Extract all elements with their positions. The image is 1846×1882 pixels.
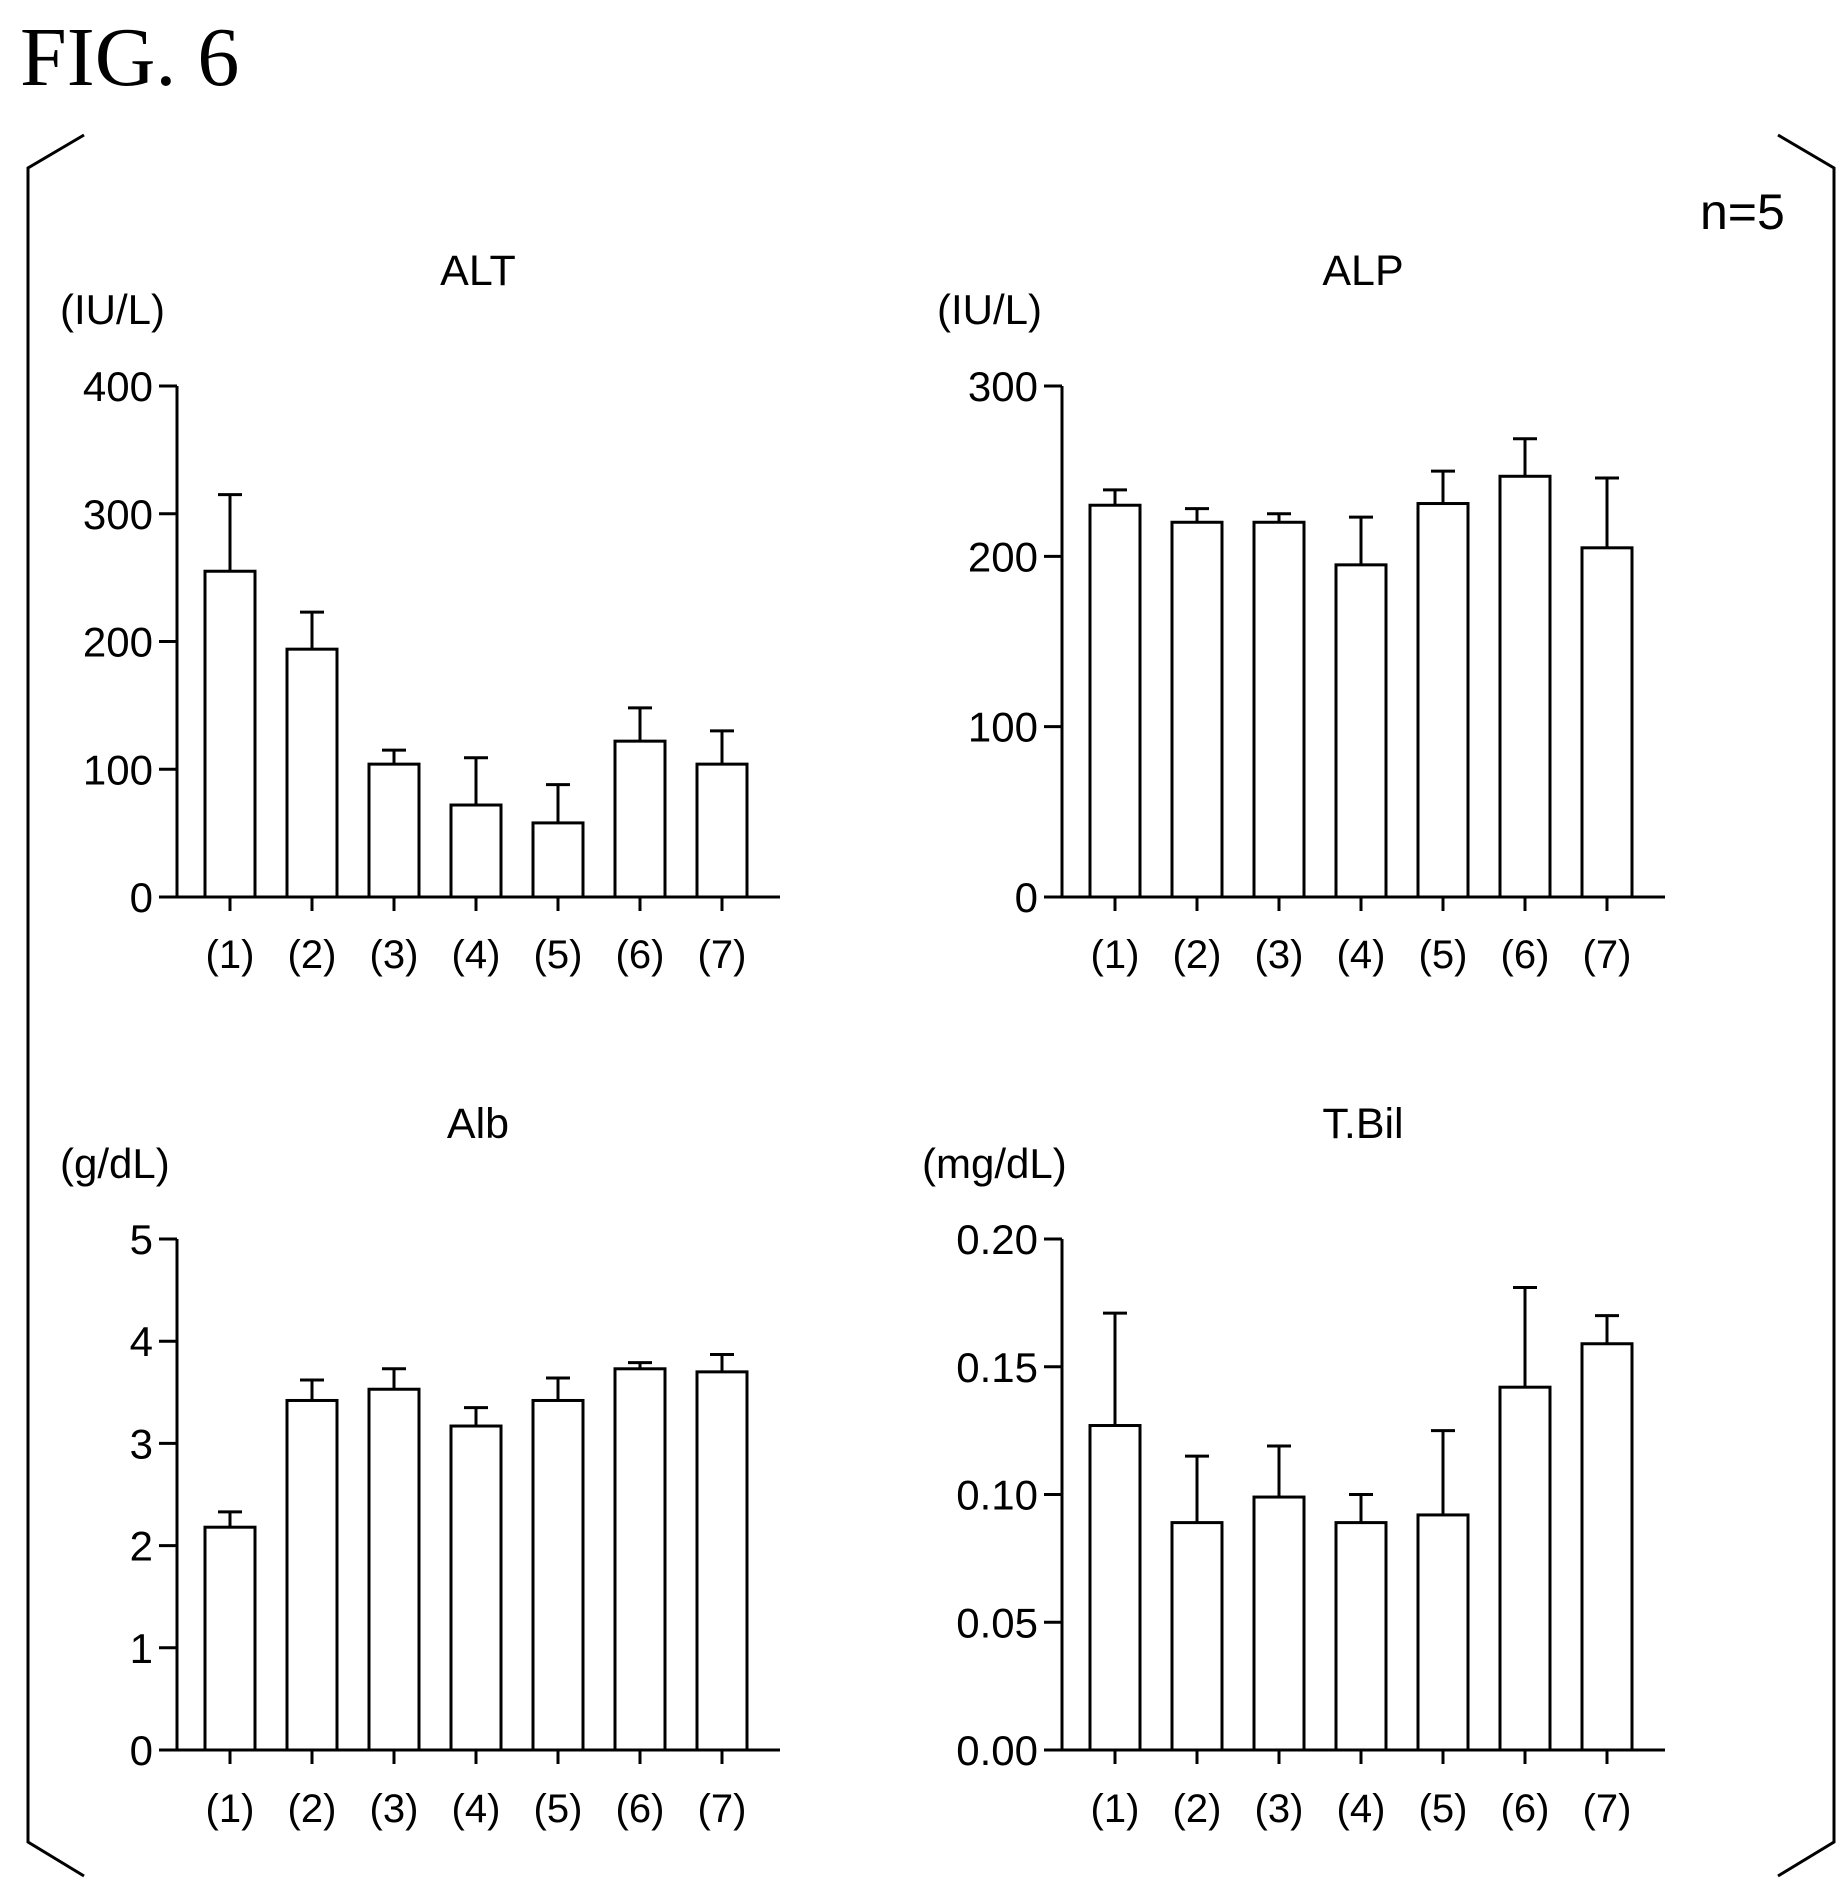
tbil-x-tick-label: (4) — [1337, 1787, 1386, 1831]
alb-x-tick-label: (4) — [452, 1787, 501, 1831]
tbil-y-tick-label: 0.20 — [956, 1216, 1038, 1263]
alb-bar — [695, 1370, 749, 1752]
alt-bar — [695, 762, 749, 899]
alb-bar — [367, 1387, 421, 1752]
tbil-bar — [1498, 1385, 1552, 1752]
alp-bar — [1170, 520, 1224, 899]
alb-bar — [203, 1525, 257, 1752]
alp-x-tick-label: (2) — [1173, 933, 1222, 977]
alp-y-axis-label: (IU/L) — [937, 286, 1042, 333]
alp-x-tick-label: (6) — [1501, 933, 1550, 977]
alb-y-tick-label: 3 — [130, 1420, 153, 1467]
tbil-y-tick-label: 0.05 — [956, 1599, 1038, 1646]
alp-bar — [1334, 563, 1388, 899]
alt-bar — [613, 739, 667, 899]
alt-y-tick-label: 200 — [83, 619, 153, 666]
alp-y-tick-label: 200 — [968, 533, 1038, 580]
alt-chart: ALT (IU/L) 0 100 200 300 400 (1) (2) (3) (4) (5) (6)… — [60, 247, 780, 977]
tbil-y-tick-label: 0.15 — [956, 1344, 1038, 1391]
alt-bar — [531, 821, 585, 899]
alp-bar — [1088, 503, 1142, 899]
tbil-bar — [1252, 1495, 1306, 1752]
alb-y-tick-label: 5 — [130, 1216, 153, 1263]
alb-chart: Alb (g/dL) 0 1 2 3 4 5 (1) (2) (3) (4) (5) (6) (7) — [60, 1100, 780, 1831]
alp-bar — [1416, 502, 1470, 899]
alp-y-tick-label: 0 — [1015, 874, 1038, 921]
tbil-x-tick-label: (2) — [1173, 1787, 1222, 1831]
alt-y-tick-label: 400 — [83, 363, 153, 410]
alb-bar — [285, 1398, 339, 1752]
alp-chart-title: ALP — [1322, 247, 1403, 295]
alp-x-tick-label: (3) — [1255, 933, 1304, 977]
alp-y-tick-label: 100 — [968, 704, 1038, 751]
alt-x-tick-label: (4) — [452, 933, 501, 977]
alt-y-tick-label: 100 — [83, 746, 153, 793]
alp-chart: ALP (IU/L) 0 100 200 300 (1) (2) (3) (4) (5) (6) (7) — [937, 247, 1665, 977]
tbil-chart: T.Bil (mg/dL) 0.00 0.05 0.10 0.15 0.20 (1) (2) (3… — [922, 1100, 1665, 1831]
tbil-bar — [1170, 1521, 1224, 1752]
alp-bar — [1498, 474, 1552, 899]
alb-chart-title: Alb — [447, 1100, 509, 1148]
alp-bar — [1580, 546, 1634, 899]
alb-x-tick-label: (2) — [288, 1787, 337, 1831]
tbil-x-tick-label: (1) — [1091, 1787, 1140, 1831]
tbil-y-tick-label: 0.00 — [956, 1727, 1038, 1774]
alt-bar — [449, 803, 503, 899]
alb-x-tick-label: (3) — [370, 1787, 419, 1831]
alt-x-tick-label: (3) — [370, 933, 419, 977]
alb-bar — [531, 1398, 585, 1752]
alt-x-tick-label: (1) — [206, 933, 255, 977]
alp-x-tick-label: (7) — [1583, 933, 1632, 977]
alt-x-tick-label: (2) — [288, 933, 337, 977]
alb-y-tick-label: 4 — [130, 1318, 153, 1365]
alb-y-tick-label: 1 — [130, 1625, 153, 1672]
alb-bar — [449, 1424, 503, 1752]
alb-x-tick-label: (5) — [534, 1787, 583, 1831]
alt-y-axis-label: (IU/L) — [60, 286, 165, 333]
figure-title: FIG. 6 — [20, 11, 240, 104]
alt-x-tick-label: (7) — [698, 933, 747, 977]
right-bracket — [1777, 133, 1836, 1878]
alb-y-axis-label: (g/dL) — [60, 1140, 170, 1187]
alb-x-tick-label: (1) — [206, 1787, 255, 1831]
alt-bar — [203, 569, 257, 899]
alb-x-tick-label: (7) — [698, 1787, 747, 1831]
tbil-x-tick-label: (3) — [1255, 1787, 1304, 1831]
alt-y-tick-label: 300 — [83, 491, 153, 538]
alt-y-tick-label: 0 — [130, 874, 153, 921]
alt-chart-title: ALT — [440, 247, 516, 295]
alt-x-tick-label: (6) — [616, 933, 665, 977]
alp-y-tick-label: 300 — [968, 363, 1038, 410]
alb-bar — [613, 1367, 667, 1752]
tbil-x-tick-label: (7) — [1583, 1787, 1632, 1831]
left-bracket — [26, 133, 85, 1878]
alp-x-tick-label: (4) — [1337, 933, 1386, 977]
tbil-bar — [1334, 1521, 1388, 1752]
alp-bar — [1252, 520, 1306, 899]
sample-size-note: n=5 — [1700, 184, 1785, 240]
alt-x-tick-label: (5) — [534, 933, 583, 977]
tbil-y-tick-label: 0.10 — [956, 1472, 1038, 1519]
tbil-x-tick-label: (6) — [1501, 1787, 1550, 1831]
alt-bar — [367, 762, 421, 899]
tbil-x-tick-label: (5) — [1419, 1787, 1468, 1831]
tbil-bar — [1088, 1424, 1142, 1752]
alb-y-tick-label: 2 — [130, 1523, 153, 1570]
alb-y-tick-label: 0 — [130, 1727, 153, 1774]
tbil-chart-title: T.Bil — [1322, 1100, 1403, 1148]
tbil-bar — [1416, 1513, 1470, 1752]
tbil-y-axis-label: (mg/dL) — [922, 1140, 1067, 1187]
alt-bar — [285, 647, 339, 899]
alp-x-tick-label: (5) — [1419, 933, 1468, 977]
tbil-bar — [1580, 1342, 1634, 1752]
alb-x-tick-label: (6) — [616, 1787, 665, 1831]
alp-x-tick-label: (1) — [1091, 933, 1140, 977]
